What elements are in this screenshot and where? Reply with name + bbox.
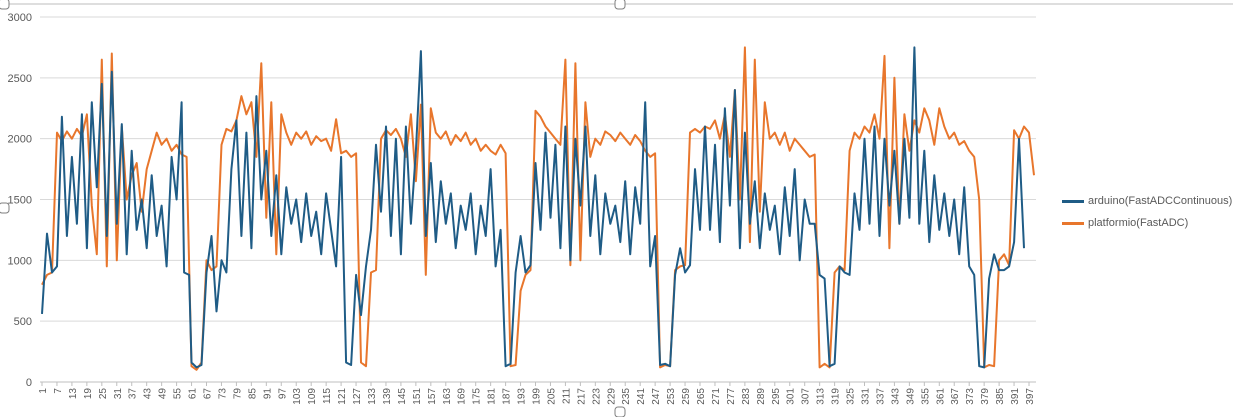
x-tick-label: 91: [262, 388, 273, 400]
x-tick-label: 241: [636, 388, 647, 405]
x-tick-label: 157: [427, 388, 438, 405]
y-tick-label: 3000: [8, 12, 32, 24]
resize-handle-2[interactable]: [0, 202, 10, 214]
y-tick-label: 500: [14, 316, 32, 328]
x-tick-label: 331: [861, 388, 872, 405]
resize-handle-0[interactable]: [0, 0, 10, 10]
x-tick-label: 127: [352, 388, 363, 405]
x-tick-label: 235: [621, 388, 632, 405]
legend-label-arduino: arduino(FastADCContinuous): [1088, 195, 1233, 207]
x-tick-label: 139: [382, 388, 393, 405]
legend-label-platformio: platformio(FastADC): [1088, 217, 1189, 229]
x-tick-label: 361: [935, 388, 946, 405]
x-tick-label: 307: [801, 388, 812, 405]
x-tick-label: 193: [517, 388, 528, 405]
legend-item-arduino: arduino(FastADCContinuous): [1062, 190, 1232, 212]
x-tick-label: 19: [83, 388, 94, 400]
x-tick-label: 55: [173, 388, 184, 400]
x-tick-label: 223: [591, 388, 602, 405]
x-axis: 1 7 13 19 25 31 37 43 49 55 61 67 73 79 85 91 97 103 109 11…: [38, 382, 1036, 405]
x-tick-label: 199: [532, 388, 543, 405]
x-tick-label: 283: [741, 388, 752, 405]
y-tick-label: 1000: [8, 255, 32, 267]
x-tick-label: 13: [68, 388, 79, 400]
x-tick-label: 217: [576, 388, 587, 405]
y-tick-label: 2500: [8, 73, 32, 85]
x-tick-label: 301: [786, 388, 797, 405]
y-tick-label: 1500: [8, 195, 32, 207]
y-tick-label: 0: [26, 377, 32, 389]
legend-swatch-arduino: [1062, 199, 1084, 203]
x-tick-label: 181: [487, 388, 498, 405]
x-tick-label: 79: [232, 388, 243, 400]
x-tick-label: 349: [905, 388, 916, 405]
x-tick-label: 373: [965, 388, 976, 405]
legend-swatch-platformio: [1062, 221, 1084, 225]
x-tick-label: 205: [546, 388, 557, 405]
x-tick-label: 169: [457, 388, 468, 405]
x-tick-label: 397: [1025, 388, 1036, 405]
x-tick-label: 151: [412, 388, 423, 405]
x-tick-label: 97: [277, 388, 288, 400]
x-tick-label: 25: [98, 388, 109, 400]
x-tick-label: 277: [726, 388, 737, 405]
x-tick-label: 163: [442, 388, 453, 405]
y-axis: 0 500 1000 1500 2000 2500 3000: [8, 12, 32, 389]
x-tick-label: 319: [831, 388, 842, 405]
legend: arduino(FastADCContinuous) platformio(Fa…: [1062, 190, 1232, 234]
x-tick-label: 289: [756, 388, 767, 405]
resize-handle-1[interactable]: [614, 0, 626, 10]
x-tick-label: 133: [367, 388, 378, 405]
x-tick-label: 121: [337, 388, 348, 405]
x-tick-label: 367: [950, 388, 961, 405]
x-tick-label: 73: [217, 388, 228, 400]
x-tick-label: 313: [816, 388, 827, 405]
series-line-arduino: [41, 46, 1025, 369]
x-tick-label: 253: [666, 388, 677, 405]
x-tick-label: 37: [128, 388, 139, 400]
x-tick-label: 337: [875, 388, 886, 405]
resize-handle-3[interactable]: [614, 406, 626, 417]
x-tick-label: 175: [472, 388, 483, 405]
plot-lines: [41, 46, 1035, 371]
x-tick-label: 265: [696, 388, 707, 405]
x-tick-label: 247: [651, 388, 662, 405]
x-tick-label: 145: [397, 388, 408, 405]
x-tick-label: 85: [247, 388, 258, 400]
x-tick-label: 109: [307, 388, 318, 405]
x-tick-label: 1: [38, 388, 49, 394]
x-tick-label: 43: [143, 388, 154, 400]
x-tick-label: 211: [561, 388, 572, 404]
y-tick-label: 2000: [8, 134, 32, 146]
x-tick-label: 7: [53, 388, 64, 394]
x-tick-label: 187: [502, 388, 513, 405]
x-tick-label: 379: [980, 388, 991, 405]
x-tick-label: 271: [711, 388, 722, 405]
x-tick-label: 391: [1010, 388, 1021, 405]
x-tick-label: 61: [188, 388, 199, 400]
x-tick-label: 103: [292, 388, 303, 405]
x-tick-label: 49: [158, 388, 169, 400]
legend-item-platformio: platformio(FastADC): [1062, 212, 1232, 234]
x-tick-label: 325: [846, 388, 857, 405]
x-tick-label: 115: [322, 388, 333, 404]
x-tick-label: 259: [681, 388, 692, 405]
x-tick-label: 295: [771, 388, 782, 405]
x-tick-label: 343: [890, 388, 901, 405]
x-tick-label: 385: [995, 388, 1006, 405]
x-tick-label: 31: [113, 388, 124, 400]
x-tick-label: 355: [920, 388, 931, 405]
x-tick-label: 67: [203, 388, 214, 400]
x-tick-label: 229: [606, 388, 617, 405]
